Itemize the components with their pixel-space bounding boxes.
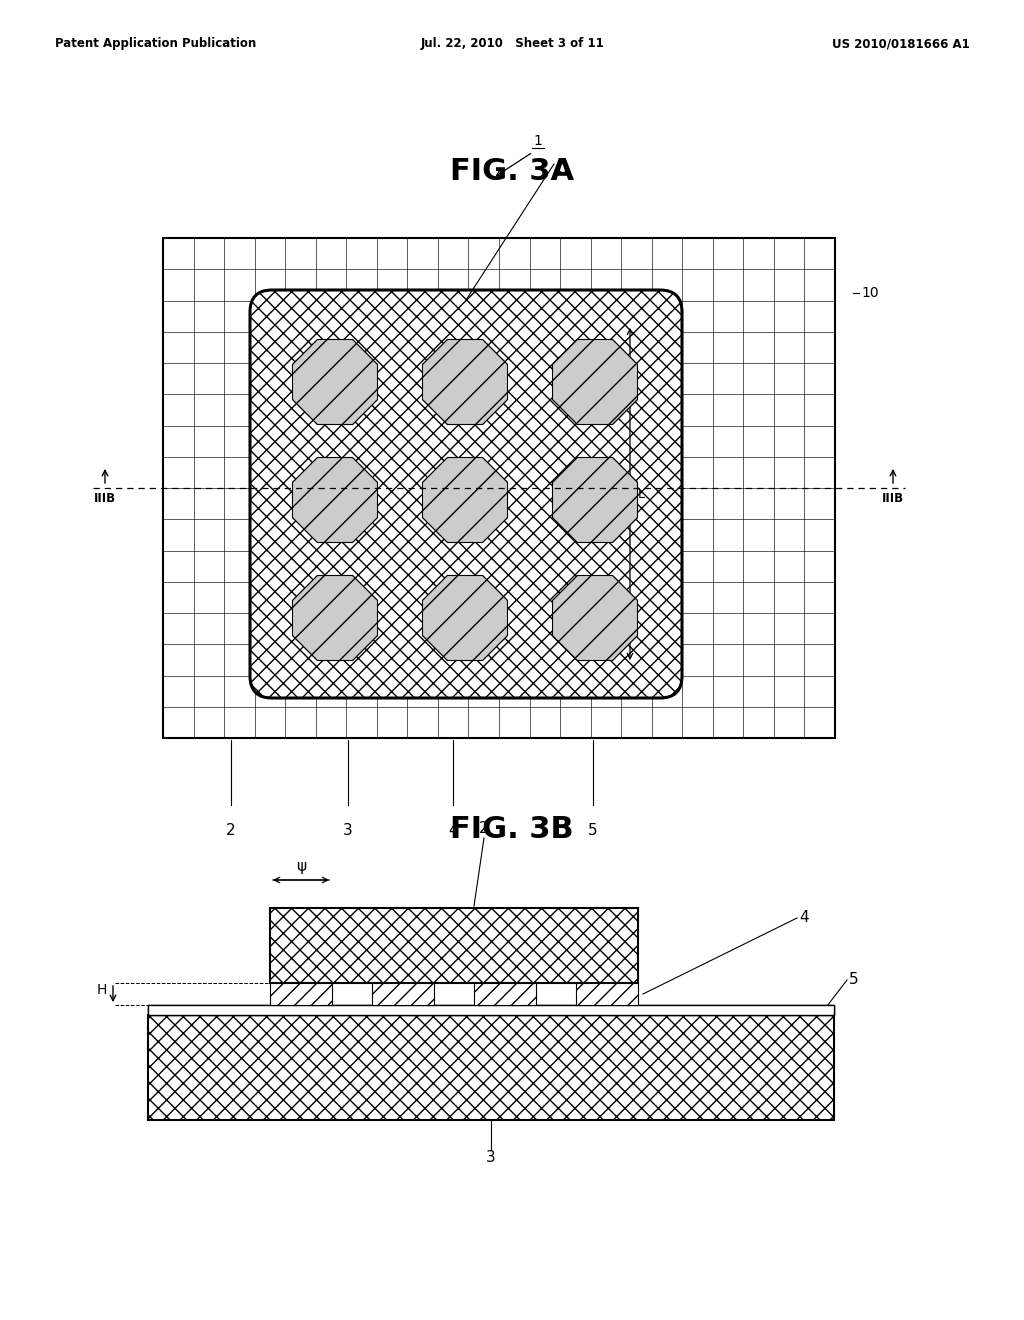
Bar xyxy=(163,238,835,738)
Text: H: H xyxy=(96,983,106,997)
Text: Jul. 22, 2010   Sheet 3 of 11: Jul. 22, 2010 Sheet 3 of 11 xyxy=(420,37,604,50)
Polygon shape xyxy=(553,458,638,543)
Bar xyxy=(270,983,332,1005)
Text: 10: 10 xyxy=(861,286,879,300)
Text: 5: 5 xyxy=(849,973,859,987)
Text: 1: 1 xyxy=(534,135,543,148)
Text: 2: 2 xyxy=(226,822,236,838)
Text: IIIB: IIIB xyxy=(882,492,904,506)
Polygon shape xyxy=(293,576,378,660)
Text: Patent Application Publication: Patent Application Publication xyxy=(55,37,256,50)
Text: US 2010/0181666 A1: US 2010/0181666 A1 xyxy=(833,37,970,50)
Bar xyxy=(148,1005,834,1015)
Bar xyxy=(148,1015,834,1119)
Bar xyxy=(270,908,638,983)
Bar xyxy=(372,983,434,1005)
Polygon shape xyxy=(553,339,638,425)
Text: IIIB: IIIB xyxy=(94,492,116,506)
Text: 3: 3 xyxy=(343,822,353,838)
Bar xyxy=(148,1005,834,1015)
Polygon shape xyxy=(423,576,508,660)
Polygon shape xyxy=(423,458,508,543)
Bar xyxy=(575,983,638,1005)
Polygon shape xyxy=(553,576,638,660)
Text: FIG. 3A: FIG. 3A xyxy=(450,157,574,186)
FancyBboxPatch shape xyxy=(250,290,682,698)
Text: 4: 4 xyxy=(799,911,809,925)
Bar xyxy=(474,983,536,1005)
Text: 5: 5 xyxy=(588,822,598,838)
Text: C: C xyxy=(556,162,565,176)
Text: L: L xyxy=(638,487,645,500)
Text: 4: 4 xyxy=(449,822,458,838)
Text: 2: 2 xyxy=(479,821,488,836)
Polygon shape xyxy=(293,458,378,543)
Polygon shape xyxy=(423,339,508,425)
Text: 3: 3 xyxy=(486,1150,496,1166)
Text: FIG. 3B: FIG. 3B xyxy=(451,816,573,845)
Polygon shape xyxy=(293,339,378,425)
Text: ψ: ψ xyxy=(296,859,306,874)
